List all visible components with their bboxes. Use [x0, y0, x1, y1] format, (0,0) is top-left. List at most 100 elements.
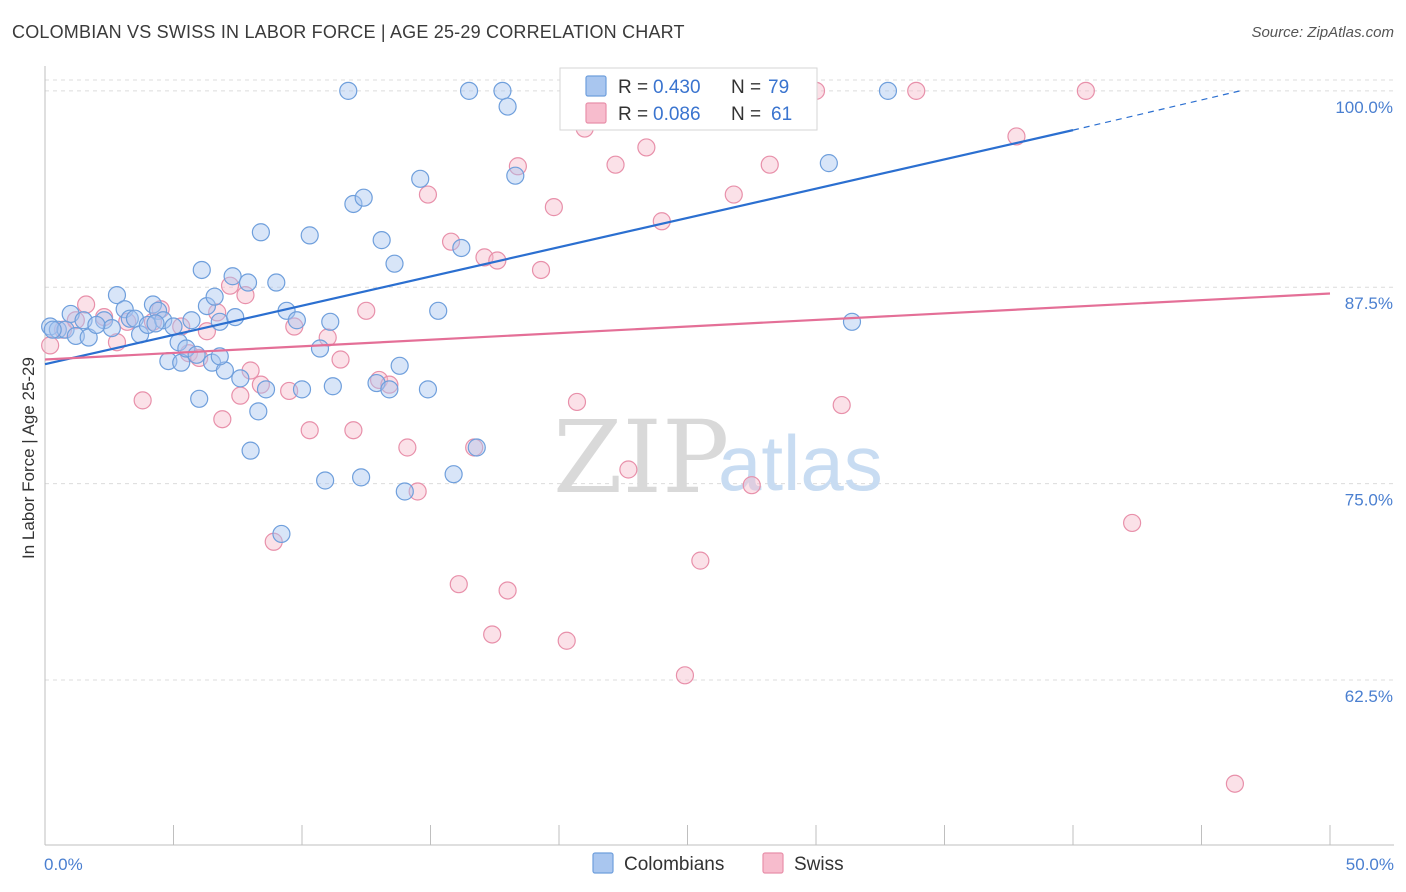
y-tick-label: 75.0%	[1345, 491, 1393, 510]
x-tick-labels: 0.0% 50.0%	[44, 855, 1394, 874]
legend-swatch-swiss	[585, 102, 607, 124]
swiss-point	[606, 155, 625, 174]
swiss-point	[724, 185, 743, 204]
trend-lines	[44, 90, 1331, 366]
colombians-point	[192, 260, 211, 280]
colombians-point	[43, 320, 62, 339]
legend-r-label-swiss: R =	[618, 104, 648, 125]
bottom-legend-colombians: Colombians	[624, 854, 724, 875]
colombians-point	[287, 311, 306, 330]
colombians-point	[452, 238, 471, 258]
colombians-point	[321, 312, 340, 331]
colombians-point	[429, 301, 448, 320]
colombians-point	[385, 254, 404, 273]
x-tick-label: 50.0%	[1346, 855, 1394, 874]
swiss-point	[441, 232, 461, 251]
colombians-point	[323, 377, 342, 396]
colombians-point	[249, 402, 268, 421]
legend-r-label-colombians: R =	[618, 77, 648, 98]
colombians-point	[197, 296, 217, 316]
colombians-point	[231, 369, 250, 388]
swiss-point	[675, 666, 695, 685]
swiss-point	[449, 575, 468, 594]
bottom-legend-swatch-swiss	[762, 852, 784, 874]
colombians-point	[418, 380, 438, 399]
colombians-point	[819, 154, 838, 173]
colombians-point	[395, 482, 414, 501]
colombians-point	[146, 314, 165, 333]
swiss-point	[742, 476, 761, 495]
colombians-point	[300, 226, 319, 245]
y-axis-label: In Labor Force | Age 25-29	[19, 357, 38, 559]
colombians-point	[339, 81, 358, 100]
colombians-points	[41, 81, 898, 544]
watermark-zip: ZIP	[553, 399, 729, 516]
swiss-point	[619, 460, 638, 479]
swiss-point	[264, 532, 283, 551]
colombians-point	[444, 465, 463, 484]
y-tick-labels: 100.0% 87.5% 75.0% 62.5%	[1335, 98, 1393, 706]
colombians-point	[498, 97, 517, 116]
swiss-point	[213, 410, 232, 429]
y-tick-label: 100.0%	[1335, 98, 1393, 117]
colombians-point	[182, 311, 201, 330]
swiss-point	[344, 421, 363, 440]
swiss-point	[77, 295, 96, 314]
watermark: ZIP atlas	[553, 399, 883, 516]
colombians-point	[210, 312, 229, 331]
colombians-point	[241, 441, 260, 460]
swiss-point	[1123, 513, 1142, 533]
swiss-point	[498, 581, 517, 600]
swiss-point	[300, 421, 319, 440]
colombians-point	[493, 81, 512, 100]
colombians-point	[316, 471, 335, 490]
colombians-point	[223, 267, 242, 286]
colombians-point	[380, 380, 399, 399]
bottom-legend: Colombians Swiss	[592, 852, 844, 875]
swiss-point	[408, 482, 427, 501]
swiss-point	[567, 392, 587, 412]
colombians-point	[344, 194, 363, 214]
colombians-point	[187, 345, 206, 364]
legend-n-value-colombians: 79	[768, 77, 789, 98]
colombians-point	[102, 318, 121, 338]
swiss-point	[398, 438, 417, 457]
y-tick-label: 62.5%	[1345, 687, 1393, 706]
colombians-trend-extension	[1072, 90, 1241, 131]
colombians-point	[878, 81, 898, 100]
swiss-points	[41, 81, 1245, 793]
colombians-point	[352, 468, 371, 487]
swiss-point	[832, 395, 851, 415]
swiss-point	[1007, 127, 1026, 146]
swiss-point	[418, 185, 438, 204]
colombians-point	[842, 312, 862, 331]
swiss-point	[557, 631, 576, 650]
colombians-point	[107, 286, 127, 305]
swiss-point	[544, 198, 563, 217]
colombians-point	[372, 231, 391, 250]
colombians-point	[190, 389, 209, 408]
colombians-point	[506, 166, 525, 185]
legend-n-label-swiss: N =	[731, 104, 761, 125]
axes	[44, 66, 1394, 846]
swiss-point	[483, 625, 502, 644]
swiss-point	[133, 391, 152, 410]
x-tick-label: 0.0%	[44, 855, 83, 874]
legend-n-label-colombians: N =	[731, 77, 761, 98]
swiss-point	[652, 212, 671, 231]
colombians-point	[210, 347, 229, 366]
bottom-legend-swiss: Swiss	[794, 854, 844, 875]
y-tick-label: 87.5%	[1345, 294, 1393, 313]
colombians-point	[238, 273, 258, 292]
swiss-trend-line	[44, 292, 1331, 361]
colombians-point	[48, 320, 67, 339]
swiss-point	[691, 551, 710, 570]
colombians-point	[215, 361, 234, 380]
chart-source: Source: ZipAtlas.com	[1251, 24, 1394, 41]
colombians-point	[87, 315, 106, 335]
colombians-point	[310, 339, 330, 358]
legend-box: R = 0.430 N = 79 R = 0.086 N = 61	[559, 67, 818, 131]
swiss-point	[1076, 81, 1095, 100]
colombians-point	[411, 169, 430, 188]
